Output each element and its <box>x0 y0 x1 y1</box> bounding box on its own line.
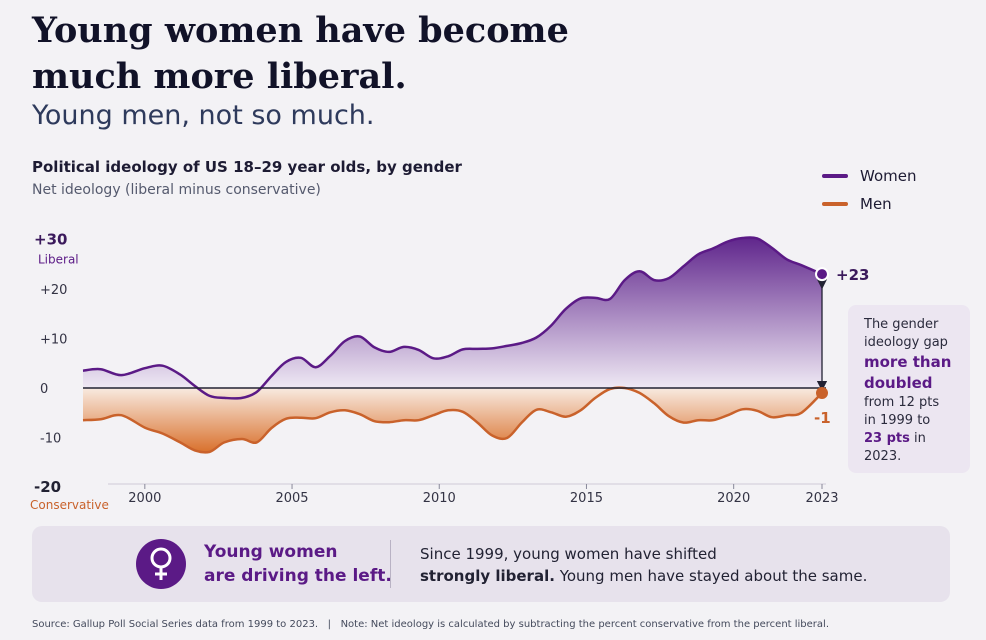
men-area <box>83 387 822 453</box>
callout-line-5: 23 pts in 2023. <box>864 430 960 466</box>
headline: Young women have become much more libera… <box>32 8 652 100</box>
callout-emphasis-1: more than <box>864 353 952 371</box>
women-line <box>82 236 823 400</box>
chart-legend: Women Men <box>822 162 916 218</box>
y-tick-label: +20 <box>40 283 67 298</box>
chart-subtitle: Net ideology (liberal minus conservative… <box>32 182 321 198</box>
men-end-point <box>816 386 828 399</box>
headline-line-2: much more liberal. <box>32 56 407 97</box>
chart-title: Political ideology of US 18–29 year olds… <box>32 158 462 176</box>
x-tick-label: 2005 <box>275 491 308 506</box>
x-tick-label: 2020 <box>717 491 750 506</box>
callout-emphasis-2: doubled <box>864 374 933 392</box>
x-tick-label: 2015 <box>570 491 603 506</box>
legend-item-men: Men <box>822 190 916 218</box>
footer-source: Source: Gallup Poll Social Series data f… <box>32 619 829 630</box>
source-text: Source: Gallup Poll Social Series data f… <box>32 619 319 630</box>
y-tick-label: -20 <box>34 478 61 496</box>
banner-text-rest: Young men have stayed about the same. <box>554 567 868 585</box>
takeaway-banner: Young women are driving the left. Since … <box>32 526 950 602</box>
callout-line-3: from 12 pts <box>864 395 940 410</box>
x-tick-label: 2010 <box>423 491 456 506</box>
legend-swatch-women <box>822 174 848 178</box>
women-end-label: +23 <box>836 266 869 284</box>
banner-text: Since 1999, young women have shifted str… <box>420 543 867 587</box>
female-symbol-icon <box>136 539 186 589</box>
legend-item-women: Women <box>822 162 916 190</box>
callout-line-5-text: in 2023. <box>864 431 926 464</box>
y-tick-label: -10 <box>40 432 61 447</box>
banner-headline: Young women are driving the left. <box>204 540 392 588</box>
banner-text-bold: strongly liberal. <box>420 567 555 585</box>
banner-text-line-1: Since 1999, young women have shifted <box>420 545 717 563</box>
y-tick-label: +10 <box>40 333 67 348</box>
women-end-point <box>815 267 829 282</box>
note-text: Note: Net ideology is calculated by subt… <box>340 619 830 630</box>
y-tick-sublabel: Conservative <box>30 498 109 512</box>
legend-label-men: Men <box>860 195 892 213</box>
banner-headline-line-1: Young women <box>204 542 338 562</box>
callout-line-1: The gender <box>864 317 939 332</box>
x-tick-label: 2000 <box>128 491 161 506</box>
footer-separator: | <box>327 619 332 630</box>
men-line <box>82 386 823 454</box>
women-area <box>83 237 822 399</box>
x-tick-label: 2023 <box>805 491 838 506</box>
callout-line-4: in 1999 to <box>864 413 931 428</box>
ideology-chart: +30 Liberal +20 +10 0 -10 -20 Conservative 2000… <box>30 231 869 513</box>
banner-headline-line-2: are driving the left. <box>204 566 392 586</box>
banner-text-line-2: strongly liberal. Young men have stayed … <box>420 565 867 587</box>
headline-line-1: Young women have become <box>32 10 569 51</box>
legend-label-women: Women <box>860 167 917 185</box>
y-tick-label: +30 <box>34 231 67 249</box>
banner-divider <box>390 540 391 588</box>
gap-callout: The gender ideology gap more than double… <box>848 305 970 473</box>
legend-swatch-men <box>822 202 848 206</box>
callout-emphasis-3: 23 pts <box>864 431 910 446</box>
y-tick-sublabel: Liberal <box>38 253 79 267</box>
subheadline: Young men, not so much. <box>32 100 375 131</box>
y-tick-label: 0 <box>40 382 48 397</box>
callout-line-2: ideology gap <box>864 335 948 350</box>
men-end-label: -1 <box>814 409 831 427</box>
